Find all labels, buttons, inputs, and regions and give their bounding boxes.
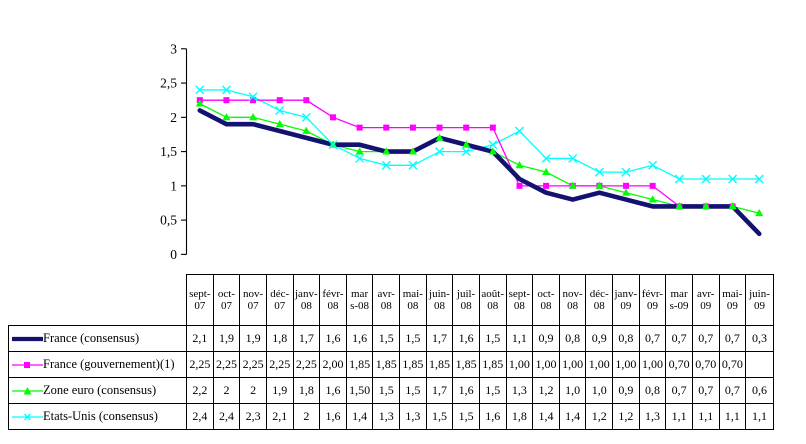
svg-text:0,5: 0,5	[160, 213, 177, 228]
svg-text:3: 3	[170, 41, 177, 56]
svg-text:2,5: 2,5	[160, 76, 177, 91]
svg-text:0: 0	[170, 247, 177, 262]
svg-text:1,5: 1,5	[160, 144, 177, 159]
svg-text:1: 1	[170, 178, 177, 193]
svg-text:2: 2	[170, 110, 177, 125]
